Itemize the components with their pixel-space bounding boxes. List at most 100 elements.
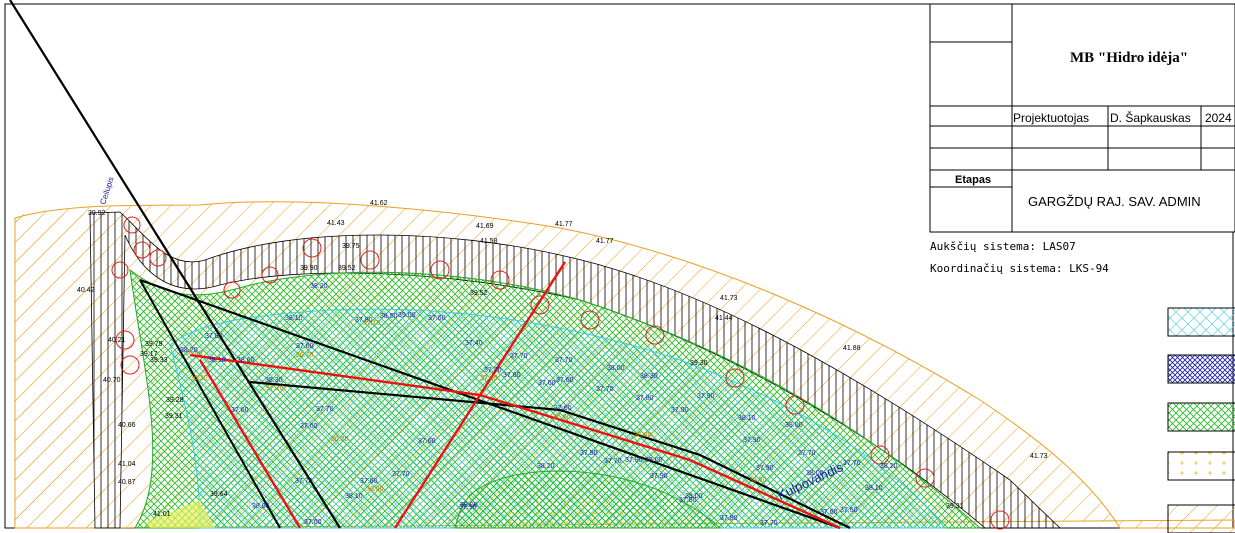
elevation-label: 41.44 (715, 315, 733, 322)
elevation-label: 37.80 (636, 395, 654, 402)
elevation-label: 38.50 (380, 313, 398, 320)
elevation-label: 40.87 (118, 479, 136, 486)
legend-swatch-green (1167, 402, 1235, 432)
elevation-label: 38.20 (180, 347, 198, 354)
elevation-label: 37.90 (697, 393, 715, 400)
elevation-label: 37.60 (360, 478, 378, 485)
black-line-3 (249, 380, 851, 529)
elevation-label: 38.10 (738, 415, 756, 422)
elevation-label: 37.60 (296, 343, 314, 350)
elevation-label: 38.00 (685, 493, 703, 500)
elevation-label: 36.80 (634, 432, 652, 439)
black-line-4 (139, 279, 281, 529)
elevation-label: 37.70 (555, 357, 573, 364)
legend-swatch-cyan (1167, 307, 1235, 337)
elevation-label: 39.79 (145, 341, 163, 348)
red-line-3 (198, 359, 302, 529)
year: 2024 (1205, 111, 1232, 125)
elevation-label: 37.80 (679, 497, 697, 504)
elevation-label: 37.60 (820, 509, 838, 516)
elevation-label: 40.21 (108, 337, 126, 344)
elevation-label: 37.60 (554, 405, 572, 412)
elevation-label: 38.00 (607, 365, 625, 372)
elevation-label: 38.30 (640, 373, 658, 380)
elevation-label: 37.90 (625, 457, 643, 464)
elevation-label: 37.40 (465, 340, 483, 347)
elevation-label: 41.88 (843, 345, 861, 352)
elevation-label: 37.70 (484, 367, 502, 374)
coord-system-note: Koordinačių sistema: LKS-94 (930, 262, 1109, 275)
elevation-label: 37.90 (756, 465, 774, 472)
legend-swatch-orange (1167, 504, 1235, 533)
red-line-1 (189, 353, 841, 530)
elevation-label: 37.90 (459, 504, 477, 511)
elevation-label: 38.10 (345, 493, 363, 500)
elevation-label: 37.70 (596, 386, 614, 393)
elevation-label: 36.90 (553, 414, 571, 421)
elevation-label: 38.10 (865, 485, 883, 492)
elevation-label: 37.10 (363, 320, 381, 327)
elevation-label: 41.58 (480, 238, 498, 245)
slope-band (89, 211, 1061, 529)
elevation-label: 37.70 (760, 520, 778, 527)
elevation-label: 39.33 (150, 357, 168, 364)
elevation-label: 37.70 (510, 353, 528, 360)
elevation-label: 37.10 (266, 385, 284, 392)
elevation-label: 37.90 (671, 407, 689, 414)
elevation-label: 37.60 (418, 438, 436, 445)
elevation-label: 41.77 (555, 221, 573, 228)
elevation-label: 40.42 (77, 287, 95, 294)
elevation-label: 37.70 (843, 460, 861, 467)
elevation-label: 38.00 (252, 503, 270, 510)
title-block (929, 3, 1235, 233)
elevation-label: 41.01 (153, 511, 171, 518)
elevation-label: 38.20 (537, 463, 555, 470)
elevation-label: 39.28 (166, 397, 184, 404)
elevation-label: 36.70 (296, 352, 314, 359)
elevation-label: 39.75 (342, 243, 360, 250)
elevation-label: 41.43 (327, 220, 345, 227)
elevation-label: 37.80 (205, 333, 223, 340)
elevation-label: 41.62 (370, 200, 388, 207)
elevation-label: 41.69 (476, 223, 494, 230)
left-hatched-strip (15, 214, 105, 528)
elevation-label: 37.90 (580, 450, 598, 457)
elevation-label: 37.80 (355, 317, 373, 324)
elevation-label: 36.80 (185, 350, 203, 357)
elevation-label: 38.60 (237, 357, 255, 364)
legend-swatch-yellow (1167, 451, 1235, 481)
elevation-label: 38.20 (880, 463, 898, 470)
elevation-label: 39.31 (946, 503, 964, 510)
elevation-label: 41.77 (596, 238, 614, 245)
elevation-label: 38.10 (285, 315, 303, 322)
elevation-label: 37.70 (392, 471, 410, 478)
elevation-label: 37.60 (304, 519, 322, 526)
black-elevations: 39.92 41.43 41.62 41.69 41.58 41.77 41.77 39.75… (77, 200, 1048, 518)
elevation-label: 38.10 (208, 357, 226, 364)
elevation-label: 38.20 (310, 283, 328, 290)
elevation-label: 38.00 (785, 422, 803, 429)
legend (1167, 307, 1235, 533)
stage-label: Etapas (955, 174, 991, 186)
elevation-label: 36.20 (331, 436, 349, 443)
elevation-label: 38.00 (806, 470, 824, 477)
elevation-label: 41.73 (1030, 453, 1048, 460)
designer-name: D. Šapkauskas (1110, 110, 1191, 125)
elevation-label: 40.66 (118, 422, 136, 429)
elevation-label: 37.70 (295, 478, 313, 485)
elevation-label: 37.70 (316, 406, 334, 413)
elevation-label: 39.64 (210, 491, 228, 498)
yellow-patch (145, 500, 215, 528)
elevation-label: 39.00 (398, 312, 416, 319)
elevation-label: 37.60 (556, 377, 574, 384)
elevation-label: 37.60 (538, 380, 556, 387)
elevation-label: 37.80 (720, 515, 738, 522)
elevation-label: 39.52 (338, 265, 356, 272)
elevation-label: 36.50 (366, 486, 384, 493)
elevation-label: 39.31 (165, 413, 183, 420)
elevation-label: 38.00 (645, 457, 663, 464)
elevation-label: 38.00 (460, 502, 478, 509)
elevation-label: 37.70 (604, 458, 622, 465)
height-system-note: Aukščių sistema: LAS07 (930, 240, 1076, 253)
